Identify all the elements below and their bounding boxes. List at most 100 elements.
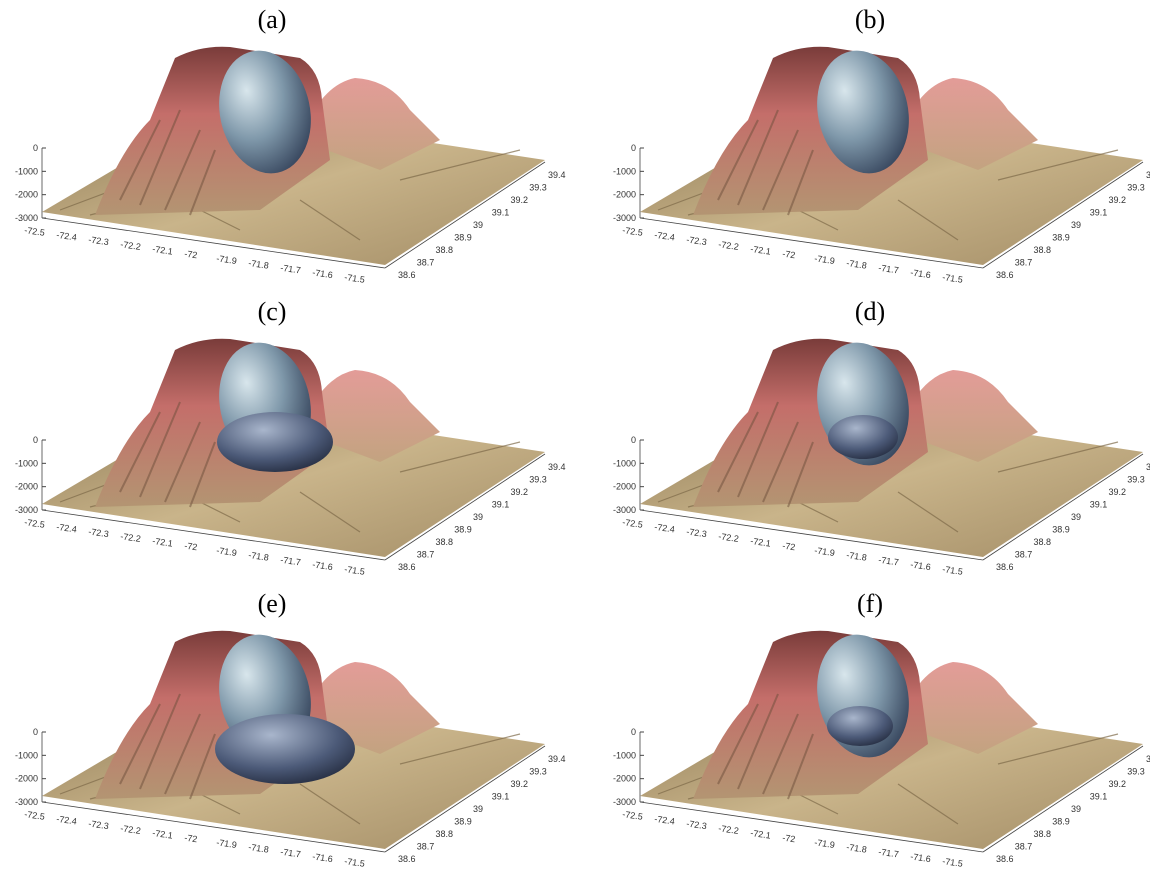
y-tick-label: 39.1 (1090, 208, 1108, 218)
z-tick-label: -2000 (613, 774, 636, 784)
blob (827, 706, 893, 746)
x-tick-label: -71.9 (814, 253, 836, 266)
x-tick-label: -72.3 (686, 818, 708, 831)
y-tick-label: 39.1 (492, 792, 510, 802)
y-tick-label: 39.2 (511, 487, 529, 497)
z-tick-label: -1000 (613, 458, 636, 468)
x-tick-label: -72.3 (88, 818, 110, 831)
y-tick-label: 39.2 (1109, 779, 1127, 789)
y-tick-label: 39 (1071, 804, 1081, 814)
y-tick-label: 38.8 (436, 829, 454, 839)
panel: (b)0-1000-2000-3000-72.5-72.4-72.3-72.2-… (613, 5, 1150, 285)
x-tick-label: -72.5 (622, 517, 644, 530)
z-tick-label: -2000 (15, 482, 38, 492)
x-tick-label: -72 (184, 541, 198, 553)
y-tick-label: 38.6 (398, 270, 416, 280)
panel: (c)0-1000-2000-3000-72.5-72.4-72.3-72.2-… (15, 297, 566, 577)
x-tick-label: -71.8 (248, 842, 270, 855)
z-tick-label: -1000 (15, 166, 38, 176)
x-tick-label: -71.6 (312, 851, 334, 864)
x-tick-label: -72.3 (686, 234, 708, 247)
y-tick-label: 38.6 (996, 270, 1014, 280)
figure: (a)0-1000-2000-3000-72.5-72.4-72.3-72.2-… (0, 0, 1150, 869)
z-tick-label: 0 (631, 143, 636, 153)
x-tick-label: -71.5 (344, 856, 366, 869)
y-tick-label: 38.9 (1052, 233, 1070, 243)
z-tick-label: -2000 (15, 190, 38, 200)
x-tick-label: -71.9 (814, 837, 836, 850)
y-tick-label: 39 (1071, 512, 1081, 522)
y-tick-label: 38.7 (417, 258, 435, 268)
x-tick-label: -72.2 (718, 531, 740, 544)
y-tick-label: 39 (473, 512, 483, 522)
y-tick-label: 39.3 (529, 183, 547, 193)
x-tick-label: -72.3 (686, 526, 708, 539)
x-tick-label: -72.1 (750, 828, 772, 841)
y-tick-label: 38.7 (1015, 258, 1033, 268)
x-tick-label: -71.7 (878, 263, 900, 276)
x-tick-label: -71.7 (280, 847, 302, 860)
panel: (d)0-1000-2000-3000-72.5-72.4-72.3-72.2-… (613, 297, 1150, 577)
x-tick-label: -72.2 (718, 823, 740, 836)
z-tick-label: 0 (631, 435, 636, 445)
x-tick-label: -71.5 (344, 272, 366, 285)
x-tick-label: -72.1 (750, 244, 772, 257)
x-tick-label: -71.5 (942, 564, 964, 577)
y-tick-label: 39.4 (548, 754, 566, 764)
y-tick-label: 38.6 (398, 854, 416, 864)
y-tick-label: 38.7 (1015, 550, 1033, 560)
y-tick-label: 39.1 (492, 208, 510, 218)
z-tick-label: -1000 (15, 458, 38, 468)
x-tick-label: -71.6 (910, 559, 932, 572)
z-tick-label: 0 (631, 727, 636, 737)
y-tick-label: 39.3 (1127, 475, 1145, 485)
y-tick-label: 39.3 (529, 767, 547, 777)
x-tick-label: -71.8 (248, 550, 270, 563)
x-tick-label: -72.1 (152, 244, 174, 257)
x-tick-label: -72.1 (152, 536, 174, 549)
y-tick-label: 39.2 (511, 779, 529, 789)
y-tick-label: 38.8 (436, 537, 454, 547)
x-tick-label: -72.2 (120, 823, 142, 836)
y-tick-label: 38.9 (454, 525, 472, 535)
y-tick-label: 39.1 (1090, 500, 1108, 510)
x-tick-label: -71.5 (344, 564, 366, 577)
x-tick-label: -72.2 (718, 239, 740, 252)
y-tick-label: 39.3 (1127, 183, 1145, 193)
panel-label: (c) (258, 297, 287, 326)
panel-label: (f) (857, 589, 883, 618)
y-tick-label: 39.4 (1146, 754, 1150, 764)
y-tick-label: 39.2 (1109, 487, 1127, 497)
y-tick-label: 38.8 (1034, 829, 1052, 839)
x-tick-label: -71.9 (814, 545, 836, 558)
x-tick-label: -72 (782, 833, 796, 845)
x-tick-label: -72.3 (88, 234, 110, 247)
y-tick-label: 39.4 (1146, 462, 1150, 472)
y-tick-label: 39.3 (529, 475, 547, 485)
y-tick-label: 39.4 (548, 462, 566, 472)
x-tick-label: -72.4 (654, 814, 676, 827)
x-tick-label: -72.5 (622, 225, 644, 238)
z-tick-label: -3000 (15, 797, 38, 807)
x-tick-label: -71.6 (312, 267, 334, 280)
x-tick-label: -72.1 (750, 536, 772, 549)
x-tick-label: -71.9 (216, 253, 238, 266)
z-tick-label: -3000 (613, 505, 636, 515)
x-tick-label: -72 (782, 249, 796, 261)
z-tick-label: 0 (33, 435, 38, 445)
panel: (e)0-1000-2000-3000-72.5-72.4-72.3-72.2-… (15, 589, 566, 869)
z-tick-label: -2000 (613, 482, 636, 492)
z-tick-label: 0 (33, 727, 38, 737)
x-tick-label: -72.5 (24, 809, 46, 822)
y-tick-label: 38.6 (398, 562, 416, 572)
x-tick-label: -72.2 (120, 531, 142, 544)
x-tick-label: -72.4 (654, 230, 676, 243)
x-tick-label: -72.4 (56, 814, 78, 827)
y-tick-label: 39.4 (1146, 170, 1150, 180)
x-tick-label: -71.8 (248, 258, 270, 271)
x-tick-label: -71.8 (846, 842, 868, 855)
x-tick-label: -71.5 (942, 272, 964, 285)
x-tick-label: -71.7 (280, 555, 302, 568)
blob (217, 412, 333, 472)
z-tick-label: -1000 (613, 166, 636, 176)
